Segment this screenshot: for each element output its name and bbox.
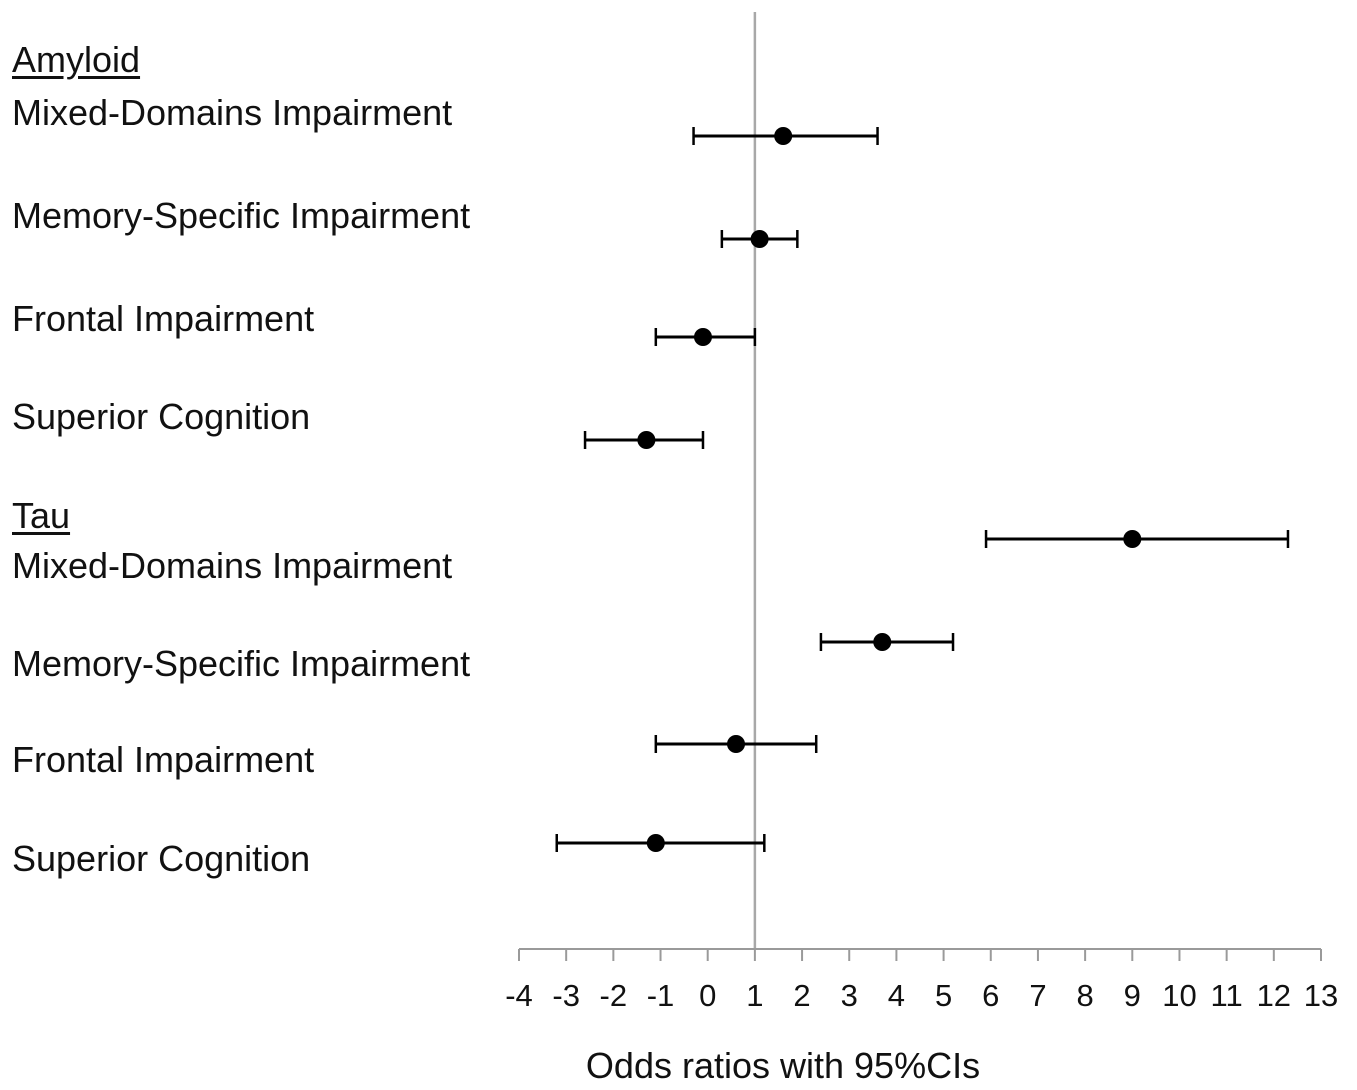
- x-tick-label: 1: [746, 978, 764, 1013]
- x-tick-label: 12: [1256, 978, 1292, 1013]
- estimate-point: [646, 834, 665, 852]
- x-tick-label: 13: [1303, 978, 1339, 1013]
- x-tick-label: 9: [1123, 978, 1141, 1013]
- x-tick-label: -2: [599, 978, 628, 1013]
- x-tick-label: 0: [699, 978, 717, 1013]
- group-header-amyloid: Amyloid: [12, 39, 141, 80]
- x-tick-label: 4: [887, 978, 906, 1013]
- estimate-point: [873, 633, 892, 651]
- estimate-point: [750, 230, 769, 248]
- x-tick-label: 11: [1210, 978, 1243, 1013]
- x-tick-label: 8: [1076, 978, 1094, 1013]
- row-label-amyloid-mixed-domains: Mixed-Domains Impairment: [12, 92, 453, 133]
- x-tick-label: 10: [1162, 978, 1197, 1013]
- x-tick-label: 5: [934, 978, 953, 1013]
- x-tick-label: 7: [1029, 978, 1047, 1013]
- x-tick-label: -1: [646, 978, 675, 1013]
- row-label-amyloid-memory-specific: Memory-Specific Impairment: [12, 195, 471, 236]
- x-tick-label: -4: [505, 978, 533, 1013]
- x-tick-label: 3: [840, 978, 858, 1013]
- estimate-point: [637, 431, 656, 449]
- x-tick-label: -3: [552, 978, 580, 1013]
- row-label-tau-mixed-domains: Mixed-Domains Impairment: [12, 545, 453, 586]
- row-label-tau-frontal: Frontal Impairment: [12, 739, 315, 780]
- estimate-point: [774, 127, 793, 145]
- row-label-amyloid-superior-cognition: Superior Cognition: [12, 396, 311, 437]
- estimate-point: [693, 328, 712, 346]
- estimate-point: [1123, 530, 1142, 548]
- row-label-tau-superior-cognition: Superior Cognition: [12, 838, 311, 879]
- x-axis-label: Odds ratios with 95%CIs: [585, 1045, 981, 1086]
- row-label-amyloid-frontal: Frontal Impairment: [12, 298, 315, 339]
- row-label-tau-memory-specific: Memory-Specific Impairment: [12, 643, 471, 684]
- x-tick-label: 6: [982, 978, 1000, 1013]
- group-header-tau: Tau: [12, 495, 71, 536]
- x-tick-label: 2: [793, 978, 811, 1013]
- estimate-point: [727, 735, 746, 753]
